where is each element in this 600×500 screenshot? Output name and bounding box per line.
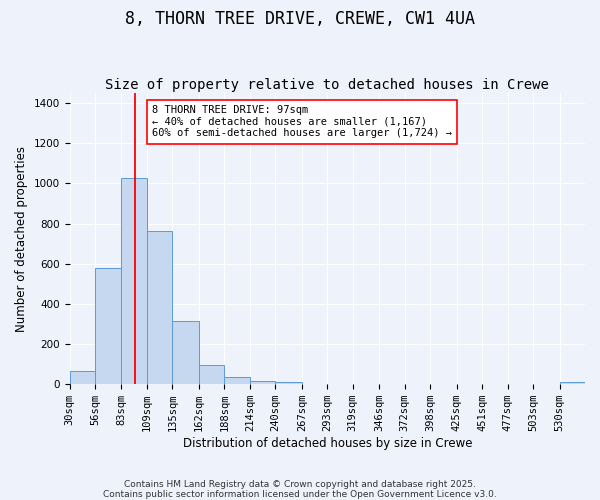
Bar bbox=[70, 371, 95, 384]
Bar bbox=[199, 365, 224, 384]
Bar bbox=[250, 381, 275, 384]
Text: 8 THORN TREE DRIVE: 97sqm
← 40% of detached houses are smaller (1,167)
60% of se: 8 THORN TREE DRIVE: 97sqm ← 40% of detac… bbox=[152, 105, 452, 138]
Bar bbox=[224, 377, 250, 384]
Text: 8, THORN TREE DRIVE, CREWE, CW1 4UA: 8, THORN TREE DRIVE, CREWE, CW1 4UA bbox=[125, 10, 475, 28]
Title: Size of property relative to detached houses in Crewe: Size of property relative to detached ho… bbox=[106, 78, 549, 92]
Bar bbox=[95, 268, 121, 384]
Bar bbox=[121, 178, 147, 384]
Text: Contains HM Land Registry data © Crown copyright and database right 2025.
Contai: Contains HM Land Registry data © Crown c… bbox=[103, 480, 497, 499]
Bar bbox=[275, 382, 302, 384]
X-axis label: Distribution of detached houses by size in Crewe: Distribution of detached houses by size … bbox=[182, 437, 472, 450]
Bar bbox=[147, 230, 172, 384]
Y-axis label: Number of detached properties: Number of detached properties bbox=[15, 146, 28, 332]
Bar bbox=[172, 321, 199, 384]
Bar bbox=[560, 382, 585, 384]
